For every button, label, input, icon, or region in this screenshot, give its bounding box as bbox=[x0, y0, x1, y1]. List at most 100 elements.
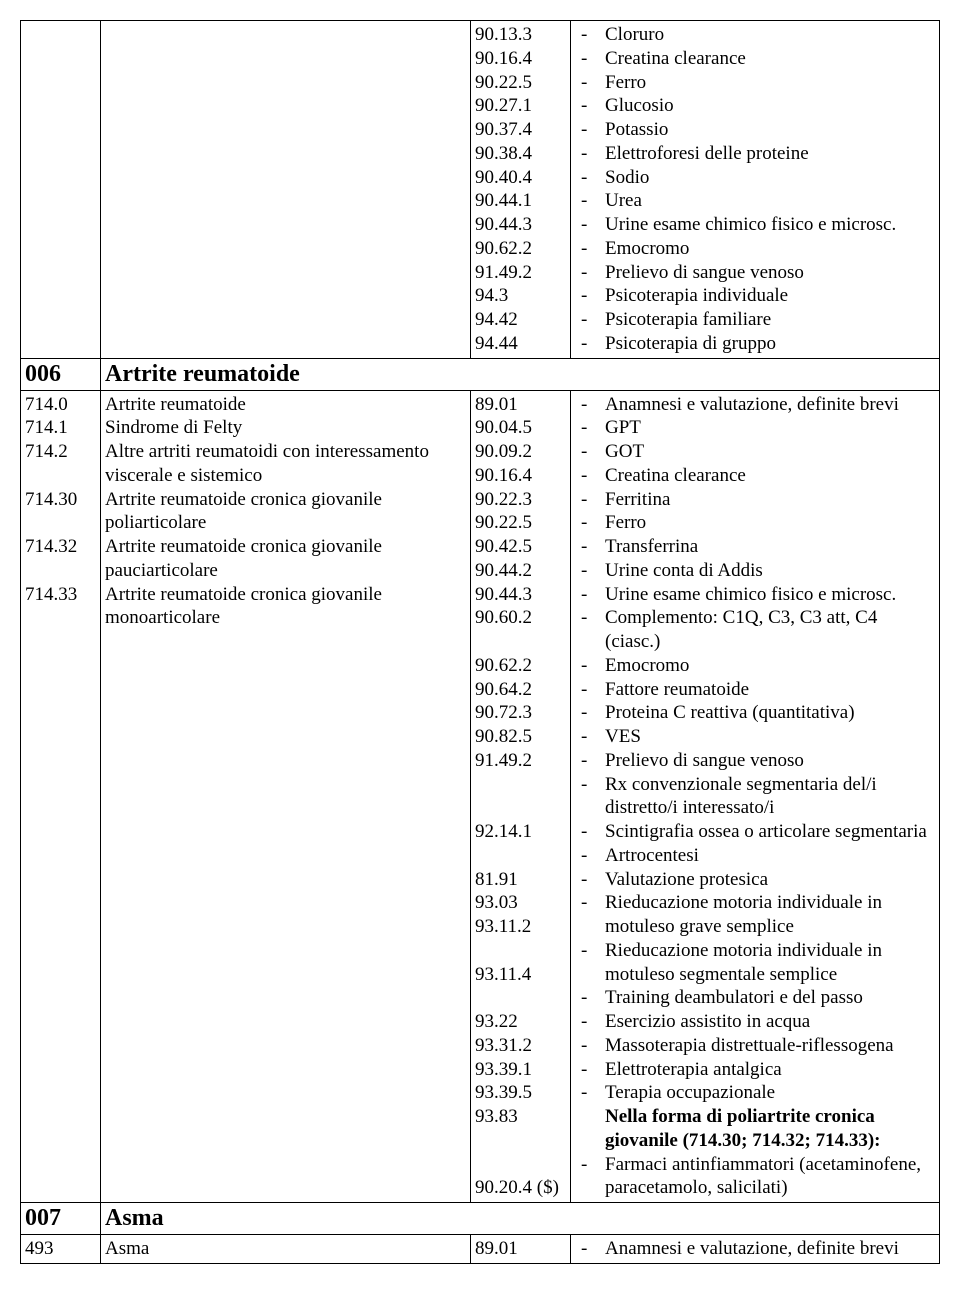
code-line: 93.39.1 bbox=[475, 1058, 566, 1082]
code-line: 90.13.3 bbox=[475, 23, 566, 47]
code-line bbox=[25, 464, 96, 488]
cell-codes: 90.13.390.16.490.22.590.27.190.37.490.38… bbox=[471, 21, 571, 359]
code-line: 94.42 bbox=[475, 308, 566, 332]
list-item: Nella forma di poliartrite cronica giova… bbox=[575, 1105, 935, 1153]
cell-items: Anamnesi e valutazione, definite brevi bbox=[571, 1235, 940, 1264]
list-item: Psicoterapia di gruppo bbox=[575, 332, 935, 356]
item-list: Anamnesi e valutazione, definite brevi bbox=[575, 1237, 935, 1261]
code-line: Artrite reumatoide cronica giovanile pol… bbox=[105, 488, 466, 536]
list-item: Sodio bbox=[575, 166, 935, 190]
code-line: Artrite reumatoide bbox=[105, 393, 466, 417]
code-line bbox=[475, 773, 566, 797]
code-line bbox=[25, 559, 96, 583]
exemption-table: 90.13.390.16.490.22.590.27.190.37.490.38… bbox=[20, 20, 940, 1264]
cell-col2: Asma bbox=[101, 1235, 471, 1264]
code-line bbox=[475, 1129, 566, 1153]
list-item: Emocromo bbox=[575, 654, 935, 678]
list-item: Psicoterapia familiare bbox=[575, 308, 935, 332]
cell-col1 bbox=[21, 21, 101, 359]
section-header-007: 007 Asma bbox=[21, 1203, 940, 1235]
code-line: 94.44 bbox=[475, 332, 566, 356]
code-line: 90.72.3 bbox=[475, 701, 566, 725]
code-line: 93.39.5 bbox=[475, 1081, 566, 1105]
code-line bbox=[25, 511, 96, 535]
list-item: GOT bbox=[575, 440, 935, 464]
code-line: 93.83 bbox=[475, 1105, 566, 1129]
code-line: 493 bbox=[25, 1237, 96, 1261]
list-item: Urea bbox=[575, 189, 935, 213]
cell-col2: Artrite reumatoideSindrome di FeltyAltre… bbox=[101, 390, 471, 1203]
list-item: Artrocentesi bbox=[575, 844, 935, 868]
section-title: Artrite reumatoide bbox=[101, 358, 940, 390]
list-item: Ferro bbox=[575, 71, 935, 95]
code-line: 714.32 bbox=[25, 535, 96, 559]
list-item: Scintigrafia ossea o articolare segmenta… bbox=[575, 820, 935, 844]
list-item: Emocromo bbox=[575, 237, 935, 261]
code-line: 90.64.2 bbox=[475, 678, 566, 702]
code-line: 90.44.1 bbox=[475, 189, 566, 213]
code-line: Asma bbox=[105, 1237, 466, 1261]
code-line: 90.16.4 bbox=[475, 47, 566, 71]
cell-items: CloruroCreatina clearanceFerroGlucosioPo… bbox=[571, 21, 940, 359]
code-line: 90.60.2 bbox=[475, 606, 566, 630]
code-line: 90.40.4 bbox=[475, 166, 566, 190]
code-line: 90.44.2 bbox=[475, 559, 566, 583]
code-line: 89.01 bbox=[475, 1237, 566, 1261]
list-item: Proteina C reattiva (quantitativa) bbox=[575, 701, 935, 725]
code-line: 90.20.4 ($) bbox=[475, 1176, 566, 1200]
code-line: Artrite reumatoide cronica giovanile pau… bbox=[105, 535, 466, 583]
code-line: 90.38.4 bbox=[475, 142, 566, 166]
code-line: 90.62.2 bbox=[475, 237, 566, 261]
table-row: 714.0714.1714.2 714.30 714.32 714.33 Art… bbox=[21, 390, 940, 1203]
list-item: Prelievo di sangue venoso bbox=[575, 749, 935, 773]
list-item: Glucosio bbox=[575, 94, 935, 118]
list-item: Terapia occupazionale bbox=[575, 1081, 935, 1105]
code-line: 90.16.4 bbox=[475, 464, 566, 488]
table-row: 493 Asma 89.01 Anamnesi e valutazione, d… bbox=[21, 1235, 940, 1264]
code-line: 90.27.1 bbox=[475, 94, 566, 118]
list-item: Esercizio assistito in acqua bbox=[575, 1010, 935, 1034]
list-item: Psicoterapia individuale bbox=[575, 284, 935, 308]
code-line: 91.49.2 bbox=[475, 261, 566, 285]
code-line: 714.1 bbox=[25, 416, 96, 440]
code-line: Altre artriti reumatoidi con interessame… bbox=[105, 440, 466, 488]
list-item: Elettroforesi delle proteine bbox=[575, 142, 935, 166]
section-title: Asma bbox=[101, 1203, 940, 1235]
list-item: Training deambulatori e del passo bbox=[575, 986, 935, 1010]
code-line: 90.04.5 bbox=[475, 416, 566, 440]
code-line: 714.30 bbox=[25, 488, 96, 512]
code-line: Sindrome di Felty bbox=[105, 416, 466, 440]
list-item: Anamnesi e valutazione, definite brevi bbox=[575, 1237, 935, 1261]
code-line: 714.2 bbox=[25, 440, 96, 464]
list-item: Ferritina bbox=[575, 488, 935, 512]
section-code: 006 bbox=[21, 358, 101, 390]
code-line bbox=[475, 796, 566, 820]
code-line: 93.31.2 bbox=[475, 1034, 566, 1058]
code-line: Artrite reumatoide cronica giovanile mon… bbox=[105, 583, 466, 631]
code-line: 90.42.5 bbox=[475, 535, 566, 559]
code-line: 91.49.2 bbox=[475, 749, 566, 773]
list-item: Urine esame chimico fisico e microsc. bbox=[575, 583, 935, 607]
code-line: 93.11.2 bbox=[475, 915, 566, 939]
list-item: Massoterapia distrettuale-riflessogena bbox=[575, 1034, 935, 1058]
code-line: 90.44.3 bbox=[475, 583, 566, 607]
code-line: 94.3 bbox=[475, 284, 566, 308]
code-line: 92.14.1 bbox=[475, 820, 566, 844]
cell-codes: 89.0190.04.590.09.290.16.490.22.390.22.5… bbox=[471, 390, 571, 1203]
item-list: Anamnesi e valutazione, definite breviGP… bbox=[575, 393, 935, 1201]
code-line: 90.44.3 bbox=[475, 213, 566, 237]
list-item: Prelievo di sangue venoso bbox=[575, 261, 935, 285]
section-code: 007 bbox=[21, 1203, 101, 1235]
code-line bbox=[475, 1153, 566, 1177]
list-item: VES bbox=[575, 725, 935, 749]
code-line: 81.91 bbox=[475, 868, 566, 892]
code-line: 714.33 bbox=[25, 583, 96, 607]
code-line: 90.09.2 bbox=[475, 440, 566, 464]
code-line: 93.03 bbox=[475, 891, 566, 915]
list-item: Anamnesi e valutazione, definite brevi bbox=[575, 393, 935, 417]
code-line bbox=[475, 986, 566, 1010]
list-item: Rx convenzionale segmentaria del/i distr… bbox=[575, 773, 935, 821]
item-list: CloruroCreatina clearanceFerroGlucosioPo… bbox=[575, 23, 935, 356]
code-line: 90.22.5 bbox=[475, 71, 566, 95]
list-item: Fattore reumatoide bbox=[575, 678, 935, 702]
